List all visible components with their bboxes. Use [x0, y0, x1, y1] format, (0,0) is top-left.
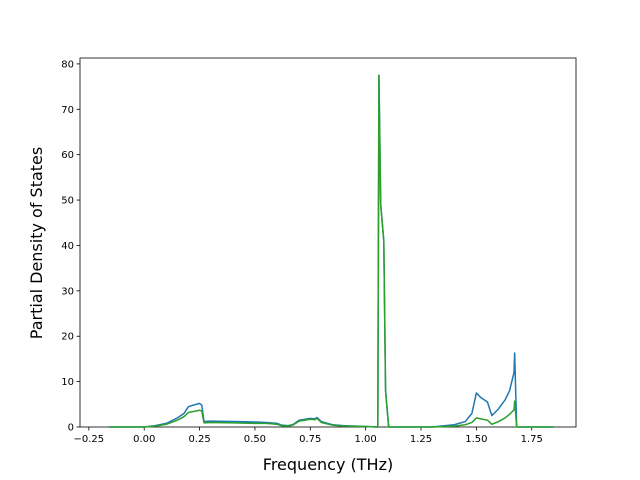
plot-frame: [79, 57, 577, 428]
x-tick-label: −0.25: [74, 434, 105, 445]
x-tick-label: 1.25: [410, 434, 432, 445]
y-tick-label: 40: [61, 241, 74, 252]
y-axis-label: Partial Density of States: [27, 147, 46, 339]
y-tick-label: 20: [61, 332, 74, 343]
y-tick-label: 50: [61, 196, 74, 207]
y-tick-label: 0: [68, 423, 74, 434]
x-tick-label: 0.50: [244, 434, 266, 445]
y-tick-label: 30: [61, 286, 74, 297]
x-axis-label: Frequency (THz): [263, 455, 393, 474]
data-line: [108, 74, 554, 428]
x-tick-label: 1.50: [465, 434, 487, 445]
y-tick-label: 70: [61, 105, 74, 116]
x-tick-label: 0.00: [133, 434, 155, 445]
x-tick-label: 1.00: [355, 434, 377, 445]
data-line: [108, 74, 554, 428]
x-tick-label: 0.75: [299, 434, 321, 445]
y-tick-label: 80: [61, 59, 74, 70]
x-tick-label: 0.25: [188, 434, 210, 445]
y-tick-label: 10: [61, 377, 74, 388]
x-tick-label: 1.75: [521, 434, 543, 445]
y-tick-label: 60: [61, 150, 74, 161]
